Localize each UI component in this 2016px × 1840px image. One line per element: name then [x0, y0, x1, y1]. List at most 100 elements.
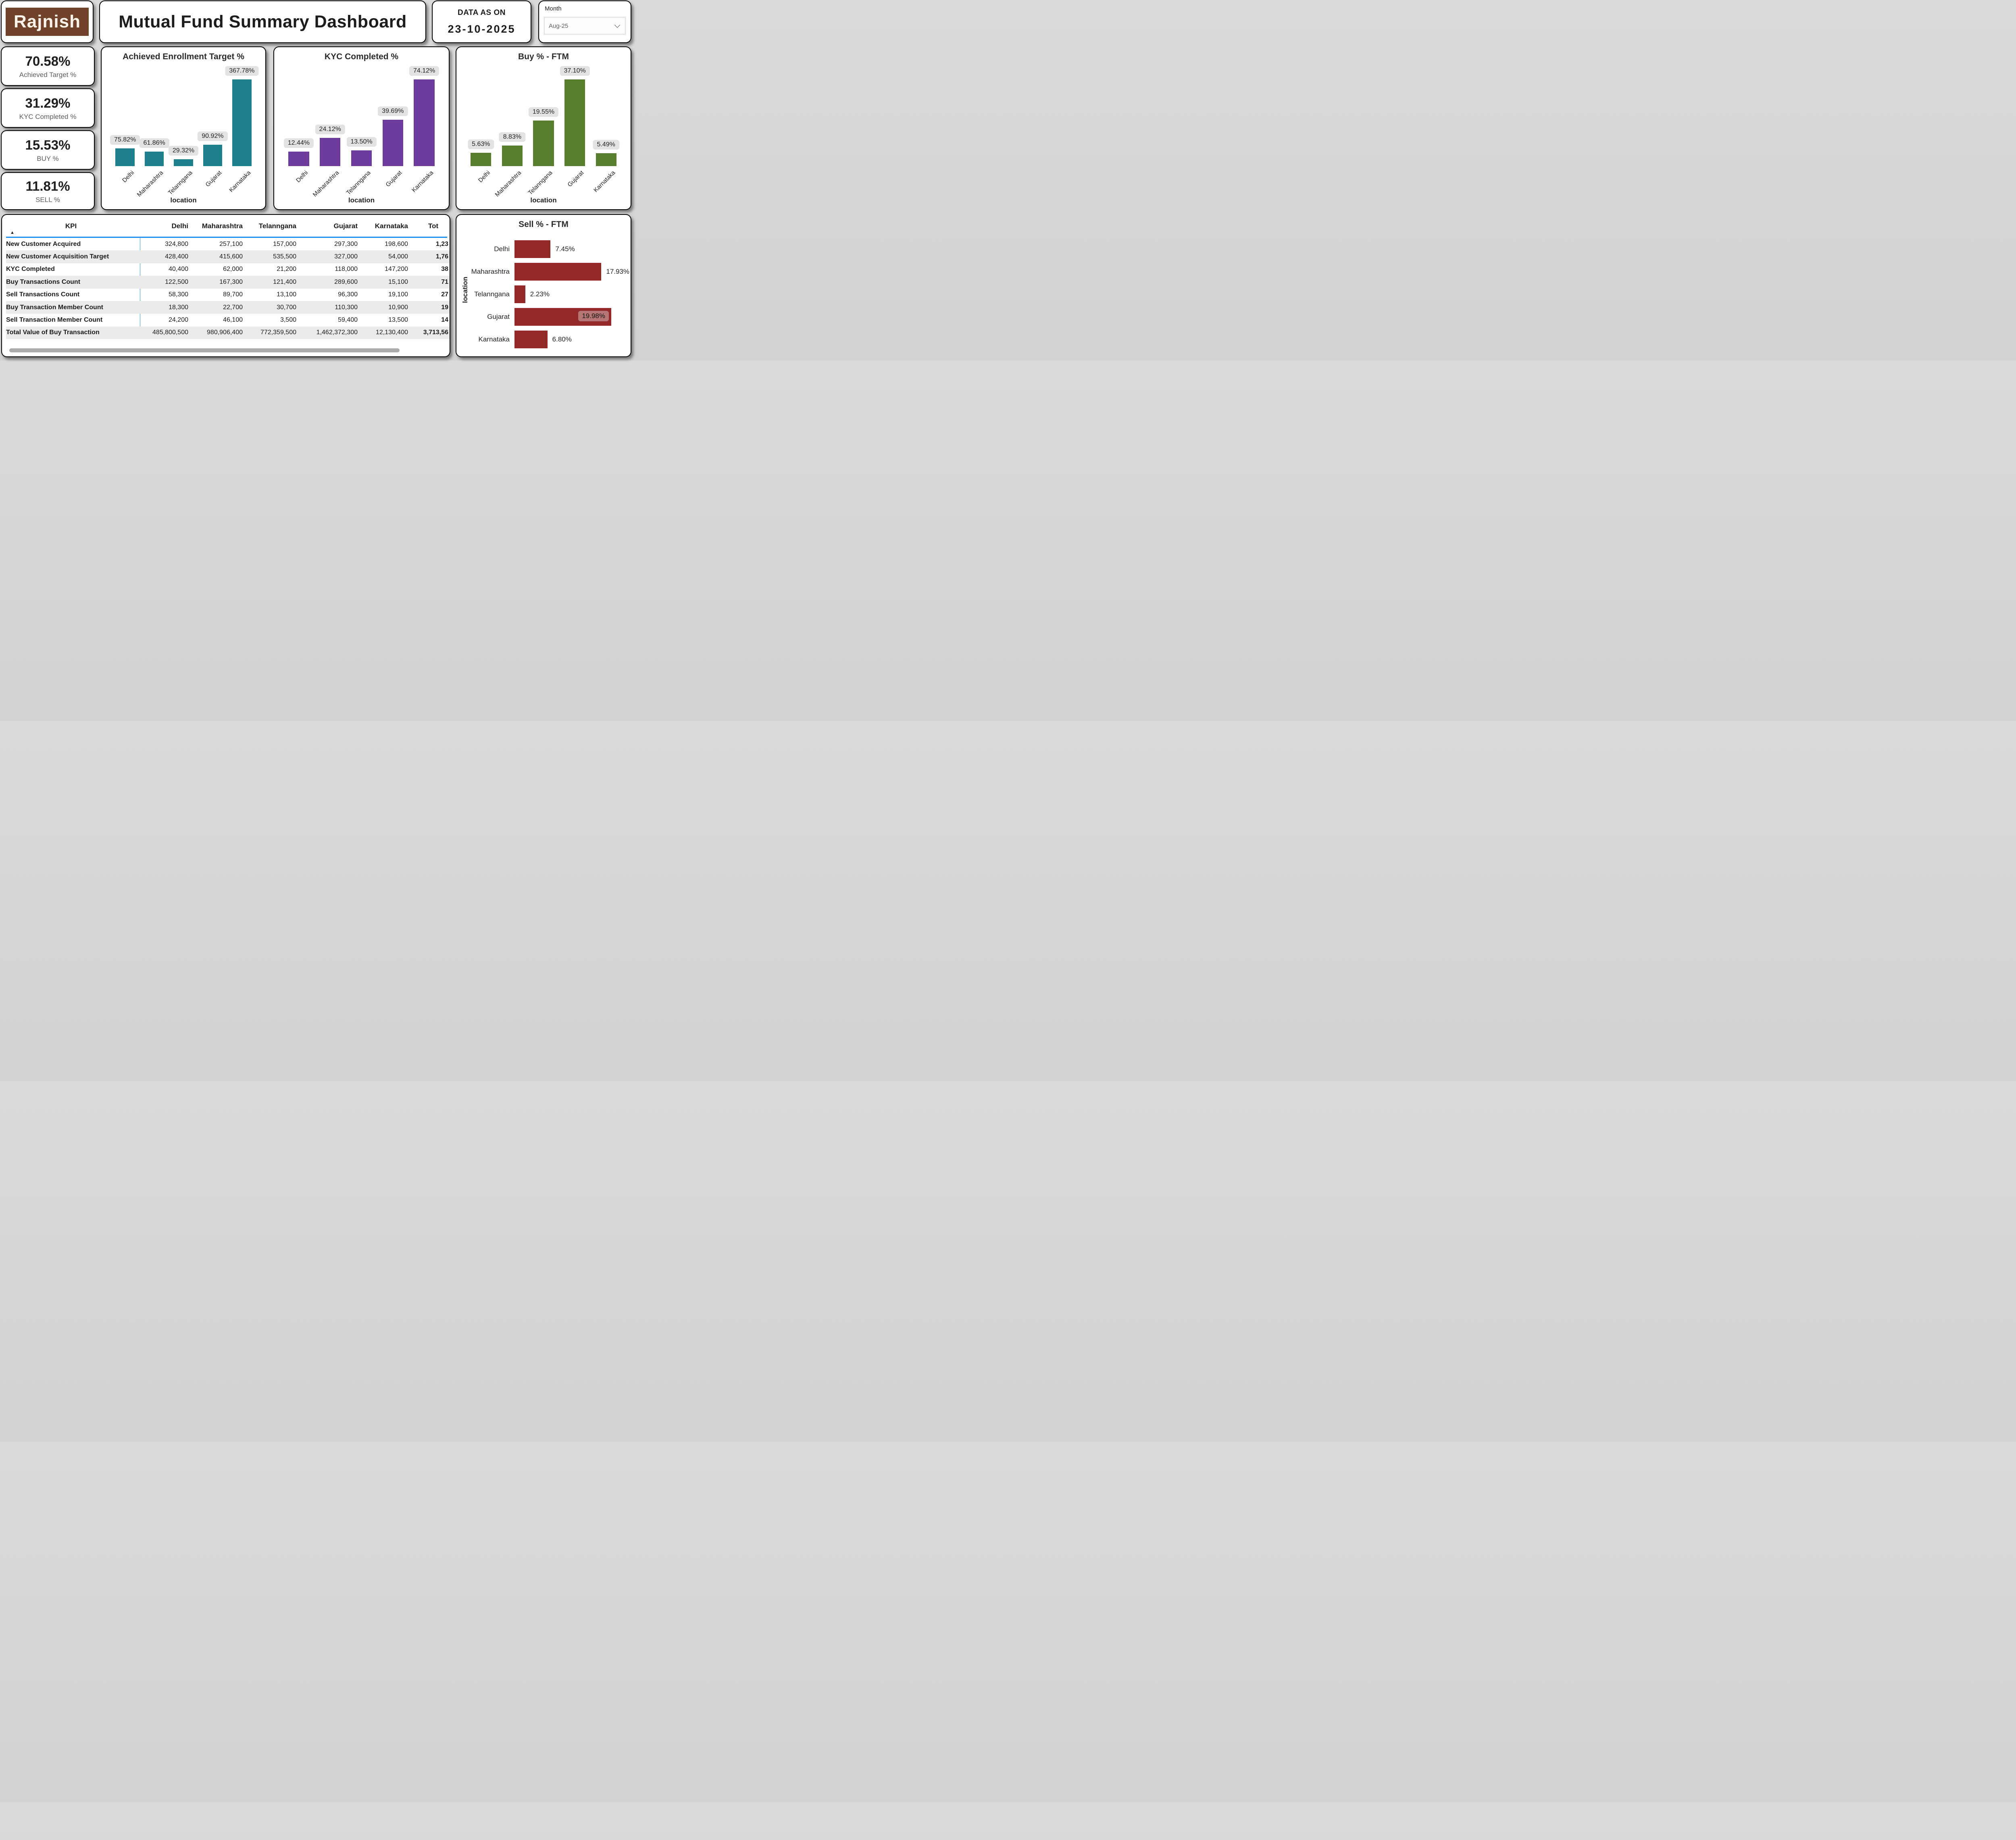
value-cell[interactable]: 118,000	[335, 266, 358, 273]
bar-karnataka[interactable]	[596, 153, 616, 166]
total-cell[interactable]: 3,713,56	[423, 329, 448, 336]
column-header-karnataka[interactable]: Karnataka	[375, 222, 408, 230]
bar-delhi[interactable]	[288, 151, 309, 166]
page-title: Mutual Fund Summary Dashboard	[119, 12, 407, 31]
total-cell[interactable]: 27	[441, 291, 448, 298]
total-cell[interactable]: 14	[441, 316, 448, 324]
column-header-delhi[interactable]: Delhi	[171, 222, 188, 230]
value-cell[interactable]: 13,500	[388, 316, 408, 324]
value-cell[interactable]: 54,000	[388, 253, 408, 260]
value-cell[interactable]: 198,600	[385, 240, 408, 248]
month-dropdown[interactable]: Aug-25	[544, 17, 626, 35]
data-label: 29.32%	[168, 146, 199, 156]
value-cell[interactable]: 110,300	[335, 304, 358, 311]
total-cell[interactable]: 71	[441, 278, 448, 285]
sort-ascending-icon[interactable]: ▲	[10, 230, 15, 235]
column-header-kpi[interactable]: KPI	[65, 222, 77, 230]
x-axis-title: location	[170, 196, 197, 204]
value-cell[interactable]: 122,500	[165, 278, 188, 285]
x-axis-label: Delhi	[294, 169, 309, 184]
kpi-cell[interactable]: New Customer Acquisition Target	[6, 253, 109, 260]
table-row: Sell Transactions Count 58,300 89,700 13,10…	[6, 289, 450, 301]
kpi-cell[interactable]: KYC Completed	[6, 266, 55, 273]
kpi-value: 70.58%	[25, 53, 71, 69]
value-cell[interactable]: 59,400	[338, 316, 358, 324]
value-cell[interactable]: 485,800,500	[152, 329, 188, 336]
value-cell[interactable]: 58,300	[169, 291, 188, 298]
bar-karnataka[interactable]	[414, 79, 435, 166]
value-cell[interactable]: 19,100	[388, 291, 408, 298]
value-cell[interactable]: 980,906,400	[207, 329, 243, 336]
total-cell[interactable]: 1,76	[435, 253, 448, 260]
bar-gujarat[interactable]	[382, 119, 403, 166]
value-cell[interactable]: 3,500	[280, 316, 296, 324]
value-cell[interactable]: 1,462,372,300	[316, 329, 358, 336]
value-cell[interactable]: 21,200	[277, 266, 296, 273]
value-cell[interactable]: 147,200	[385, 266, 408, 273]
value-cell[interactable]: 62,000	[223, 266, 243, 273]
kpi-cell[interactable]: Sell Transactions Count	[6, 291, 80, 298]
bar-maharashtra[interactable]	[320, 138, 341, 166]
value-cell[interactable]: 415,600	[219, 253, 243, 260]
horizontal-scrollbar[interactable]	[9, 348, 400, 352]
total-cell[interactable]: 38	[441, 266, 448, 273]
chart-title: Achieved Enrollment Target %	[123, 52, 244, 61]
kpi-cell[interactable]: Buy Transaction Member Count	[6, 304, 103, 311]
value-cell[interactable]: 89,700	[223, 291, 243, 298]
bar-gujarat[interactable]	[203, 144, 223, 166]
value-cell[interactable]: 30,700	[277, 304, 296, 311]
bar-delhi[interactable]	[514, 240, 551, 258]
value-cell[interactable]: 327,000	[334, 253, 358, 260]
column-header-tot[interactable]: Tot	[428, 222, 439, 230]
table-row: Buy Transaction Member Count 18,300 22,700…	[6, 301, 450, 314]
bar-gujarat[interactable]	[564, 79, 585, 166]
total-cell[interactable]: 1,23	[435, 240, 448, 248]
kpi-cell[interactable]: Sell Transaction Member Count	[6, 316, 103, 324]
bar-telanngana[interactable]	[351, 150, 372, 166]
value-cell[interactable]: 324,800	[165, 240, 188, 248]
value-cell[interactable]: 289,600	[334, 278, 358, 285]
column-header-telanngana[interactable]: Telanngana	[258, 222, 296, 230]
value-cell[interactable]: 46,100	[223, 316, 243, 324]
bar-telanngana[interactable]	[533, 120, 554, 166]
value-cell[interactable]: 22,700	[223, 304, 243, 311]
kpi-cell[interactable]: New Customer Acquired	[6, 240, 81, 248]
value-cell[interactable]: 121,400	[273, 278, 296, 285]
value-cell[interactable]: 167,300	[219, 278, 243, 285]
value-cell[interactable]: 428,400	[165, 253, 188, 260]
bar-karnataka[interactable]	[232, 79, 252, 166]
kpi-cell[interactable]: Total Value of Buy Transaction	[6, 329, 100, 336]
value-cell[interactable]: 96,300	[338, 291, 358, 298]
bar-delhi[interactable]	[115, 148, 135, 166]
value-cell[interactable]: 13,100	[277, 291, 296, 298]
bar-telanngana[interactable]	[514, 285, 525, 303]
data-as-on-label: DATA AS ON	[458, 8, 506, 17]
bar-maharashtra[interactable]	[502, 145, 523, 166]
column-header-maharashtra[interactable]: Maharashtra	[202, 222, 243, 230]
bar-gujarat[interactable]: 19.98%	[514, 308, 611, 326]
value-cell[interactable]: 772,359,500	[260, 329, 296, 336]
x-axis-title: location	[348, 196, 375, 204]
value-cell[interactable]: 297,300	[334, 240, 358, 248]
value-cell[interactable]: 157,000	[273, 240, 296, 248]
kpi-cell[interactable]: Buy Transactions Count	[6, 278, 81, 285]
bar-maharashtra[interactable]	[514, 263, 602, 281]
value-cell[interactable]: 24,200	[169, 316, 188, 324]
value-cell[interactable]: 257,100	[219, 240, 243, 248]
value-cell[interactable]: 15,100	[388, 278, 408, 285]
column-header-gujarat[interactable]: Gujarat	[333, 222, 358, 230]
value-cell[interactable]: 18,300	[169, 304, 188, 311]
table-header-row: KPI Delhi Maharashtra Telanngana Gujarat Karn…	[6, 218, 450, 234]
bar-delhi[interactable]	[471, 153, 492, 166]
x-axis-label: Delhi	[477, 169, 492, 184]
bar-karnataka[interactable]	[514, 331, 548, 348]
value-cell[interactable]: 535,500	[273, 253, 296, 260]
bar-telanngana[interactable]	[174, 159, 193, 166]
value-cell[interactable]: 12,130,400	[375, 329, 408, 336]
value-cell[interactable]: 10,900	[388, 304, 408, 311]
total-cell[interactable]: 19	[441, 304, 448, 311]
value-cell[interactable]: 40,400	[169, 266, 188, 273]
table-row: New Customer Acquisition Target 428,400 41…	[6, 250, 450, 263]
table-row: KYC Completed 40,400 62,000 21,200 118,000 14…	[6, 263, 450, 276]
bar-maharashtra[interactable]	[144, 151, 164, 166]
